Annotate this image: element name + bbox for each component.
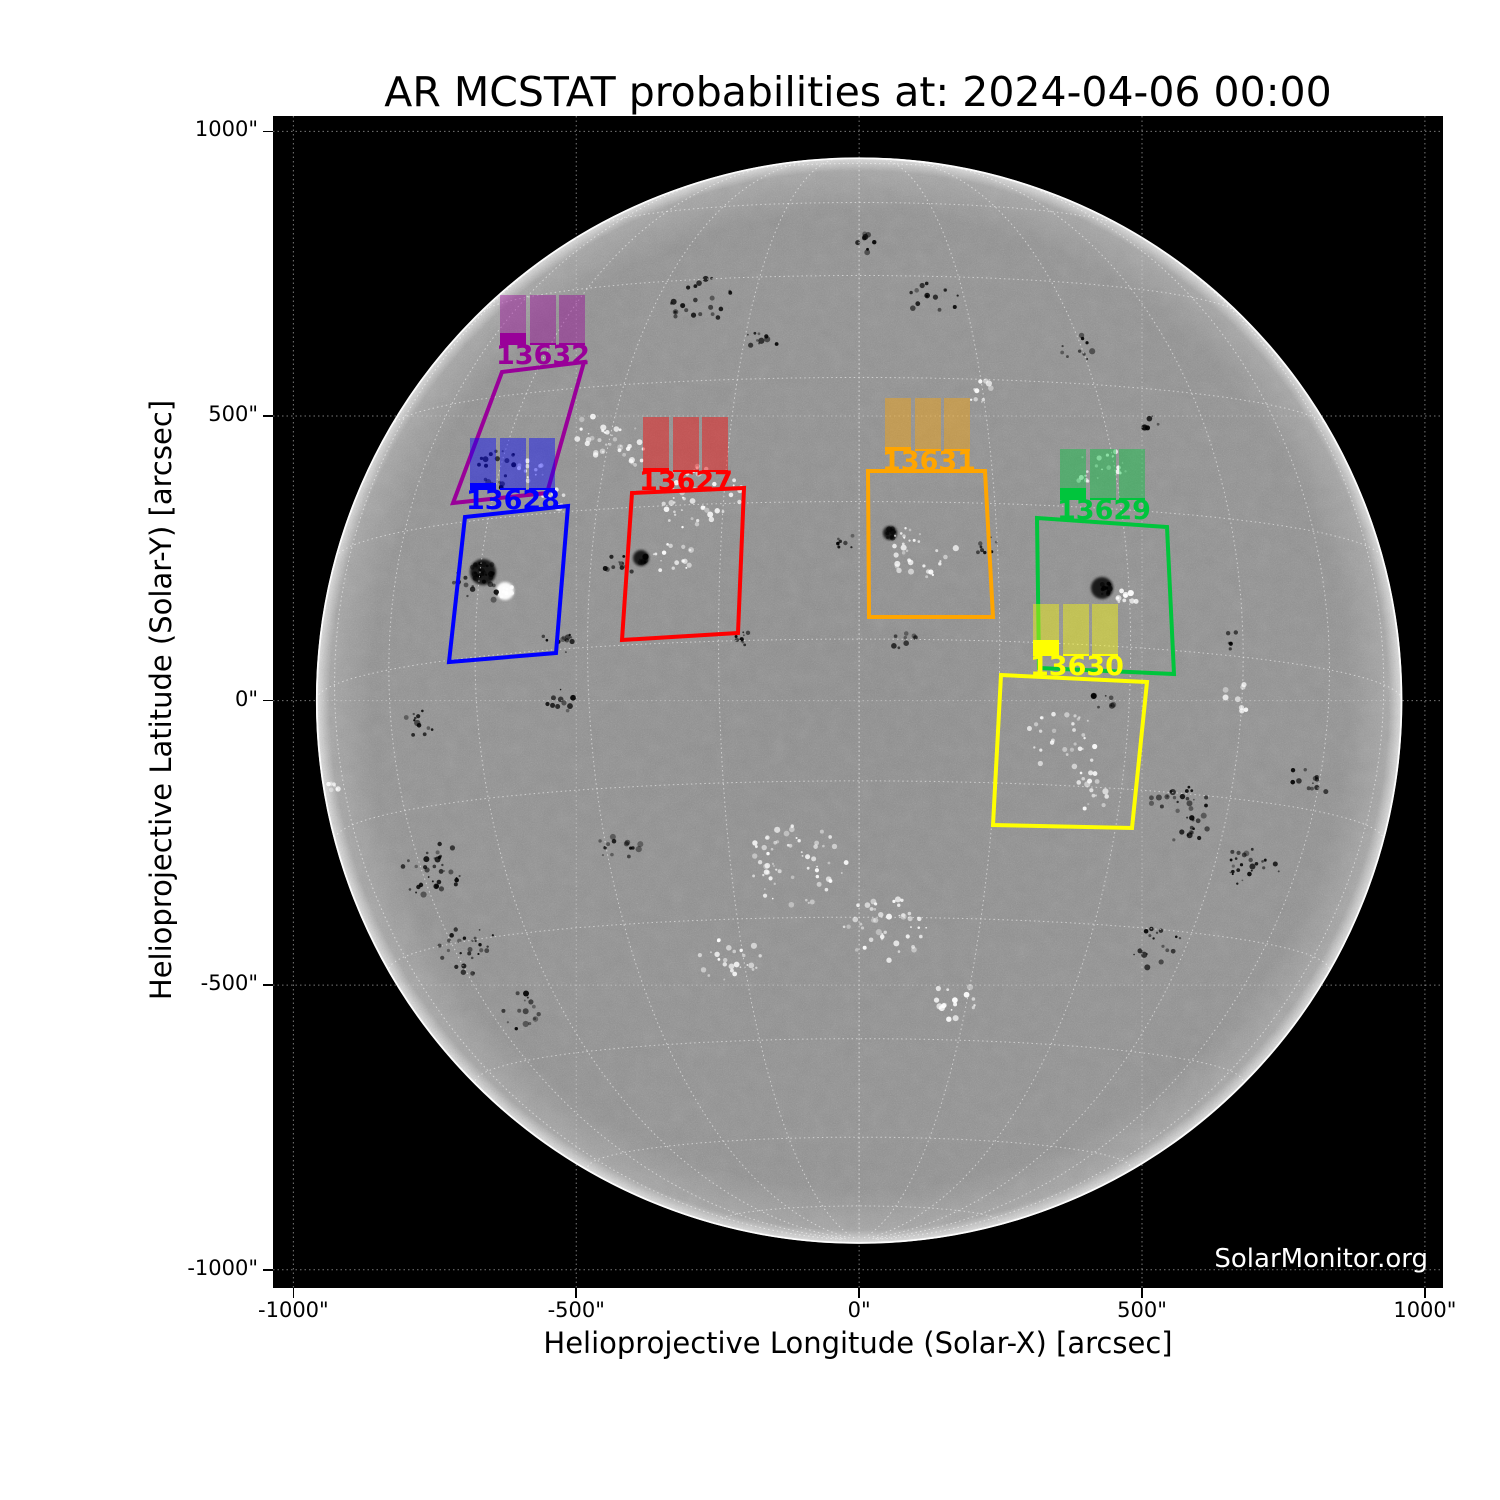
x-tick-mark: [1424, 1288, 1426, 1298]
ar-13628-prob-bar-3: [529, 438, 555, 490]
ar-13632-prob-bar-1: [500, 295, 526, 345]
ar-13628-prob-bar-2: [500, 438, 526, 490]
ar-13629-prob-bar-2: [1090, 449, 1116, 500]
ar-13631-prob-bar-2: [915, 398, 941, 451]
ar-label-13632: 13632: [496, 342, 590, 369]
ar-label-13629: 13629: [1057, 497, 1151, 524]
y-tick-mark: [263, 131, 273, 133]
ar-13627-prob-bar-3: [702, 417, 728, 472]
plot-title: AR MCSTAT probabilities at: 2024-04-06 0…: [258, 68, 1458, 116]
y-tick-label: 1000": [128, 117, 258, 141]
ar-13630-prob-bar-1: [1033, 604, 1059, 656]
x-tick-label: 0": [789, 1298, 929, 1322]
y-tick-mark: [263, 1269, 273, 1271]
x-axis-label: Helioprojective Longitude (Solar-X) [arc…: [258, 1326, 1458, 1360]
ar-13631-prob-bar-1: [885, 398, 911, 451]
ar-13631-prob-bar-3: [944, 398, 970, 451]
ar-13630-prob-bar-2: [1063, 604, 1089, 656]
ar-13632-prob-bar-2: [530, 295, 556, 345]
y-tick-label: -1000": [128, 1256, 258, 1280]
ar-13627-prob-bar-2: [673, 417, 699, 472]
ar-label-13631: 13631: [882, 448, 976, 475]
ar-13628-prob-bar-1: [470, 438, 496, 490]
x-tick-label: -500": [506, 1298, 646, 1322]
ar-13630-prob-bar-3: [1092, 604, 1118, 656]
ar-13629-prob-bar-3: [1119, 449, 1145, 500]
x-tick-label: -1000": [223, 1298, 363, 1322]
ar-13632-prob-bar-3: [559, 295, 585, 345]
ar-13627-prob-bar-1: [643, 417, 669, 472]
ar-label-13630: 13630: [1030, 653, 1124, 680]
x-tick-label: 500": [1072, 1298, 1212, 1322]
ar-label-13628: 13628: [466, 487, 560, 514]
ar-label-13627: 13627: [639, 468, 733, 495]
solar-monitor-figure: AR MCSTAT probabilities at: 2024-04-06 0…: [0, 0, 1500, 1500]
x-tick-mark: [575, 1288, 577, 1298]
x-tick-mark: [1141, 1288, 1143, 1298]
x-tick-label: 1000": [1355, 1298, 1495, 1322]
x-tick-mark: [858, 1288, 860, 1298]
y-axis-label: Helioprojective Latitude (Solar-Y) [arcs…: [144, 400, 178, 1000]
y-tick-mark: [263, 415, 273, 417]
ar-13629-prob-bar-1: [1060, 449, 1086, 500]
y-tick-mark: [263, 984, 273, 986]
x-tick-mark: [293, 1288, 295, 1298]
y-tick-mark: [263, 700, 273, 702]
watermark: SolarMonitor.org: [1214, 1244, 1428, 1274]
